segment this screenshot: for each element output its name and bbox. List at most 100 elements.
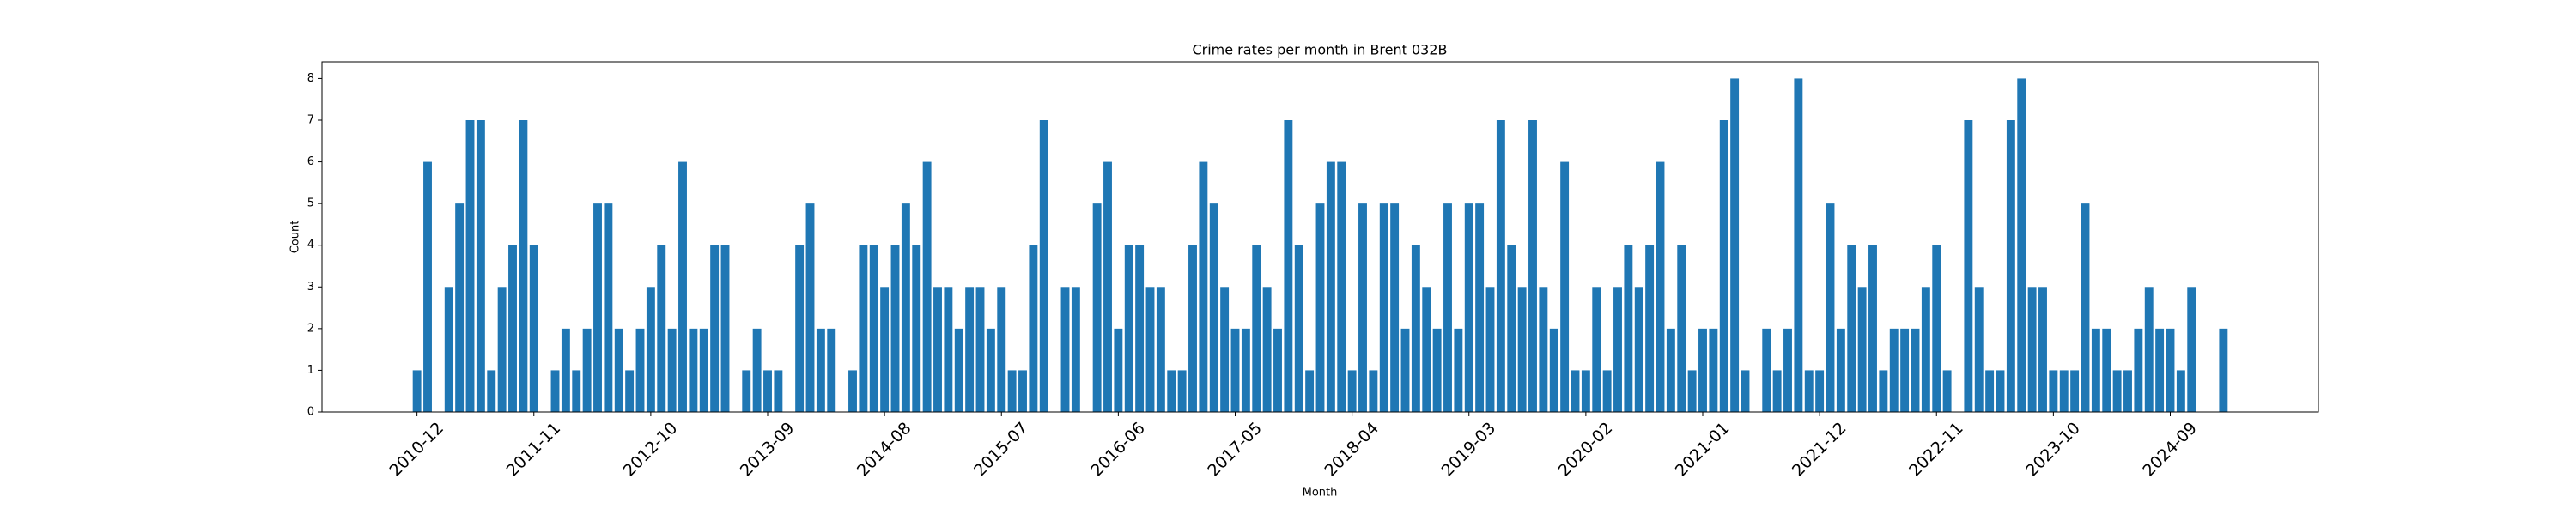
- bar: [550, 370, 560, 412]
- bar: [2176, 370, 2185, 412]
- bar: [1230, 328, 1240, 412]
- bar: [1677, 245, 1686, 412]
- bar: [1687, 370, 1697, 412]
- bar: [1602, 370, 1612, 412]
- x-tick-label: 2019-03: [1438, 419, 1500, 481]
- bar: [2166, 328, 2175, 412]
- bar: [625, 370, 635, 412]
- bar: [1029, 245, 1038, 412]
- bar: [752, 328, 762, 412]
- bar: [827, 328, 836, 412]
- bar: [1666, 328, 1675, 412]
- bar: [1400, 328, 1410, 412]
- bar: [1634, 287, 1643, 412]
- bar: [1613, 287, 1622, 412]
- bar: [1294, 245, 1303, 412]
- bar: [1167, 370, 1176, 412]
- bar: [1921, 287, 1930, 412]
- bar: [508, 245, 517, 412]
- bar: [497, 287, 507, 412]
- x-tick-label: 2021-01: [1672, 419, 1734, 481]
- y-tick-label: 6: [307, 155, 314, 168]
- bar: [1656, 161, 1665, 413]
- bar: [965, 287, 975, 412]
- x-tick-label: 2021-12: [1789, 419, 1850, 481]
- bar: [859, 245, 868, 412]
- bar: [1262, 287, 1272, 412]
- bar: [1709, 328, 1718, 412]
- bar: [412, 370, 422, 412]
- x-tick-label: 2012-10: [620, 419, 682, 481]
- bar: [1411, 245, 1420, 412]
- bar: [1549, 328, 1558, 412]
- bar: [1464, 203, 1473, 412]
- bar: [1326, 161, 1335, 413]
- bar: [848, 370, 857, 412]
- bar: [1199, 161, 1208, 413]
- bar: [1007, 370, 1017, 412]
- x-tick-label: 2011-11: [503, 419, 565, 481]
- bar: [635, 328, 645, 412]
- bar: [529, 245, 538, 412]
- bar: [2091, 328, 2100, 412]
- bar: [1571, 370, 1580, 412]
- bar: [1103, 161, 1112, 413]
- bar: [933, 287, 942, 412]
- bar: [476, 120, 485, 412]
- bar: [1252, 245, 1261, 412]
- x-tick-label: 2018-04: [1321, 419, 1382, 481]
- x-tick-label: 2017-05: [1204, 419, 1266, 481]
- bar: [1071, 287, 1080, 412]
- bar: [1475, 203, 1485, 412]
- bar: [1209, 203, 1218, 412]
- bar: [689, 328, 698, 412]
- bar: [2027, 287, 2037, 412]
- bar: [455, 203, 465, 412]
- bar: [710, 245, 720, 412]
- bar: [1485, 287, 1495, 412]
- bar: [1539, 287, 1548, 412]
- bar: [2049, 370, 2058, 412]
- bar: [1039, 120, 1048, 412]
- bar: [922, 161, 932, 413]
- bar: [1443, 203, 1452, 412]
- bar: [1496, 120, 1505, 412]
- bar: [1358, 203, 1367, 412]
- bar: [1528, 120, 1537, 412]
- bar: [975, 287, 985, 412]
- bar: [1964, 120, 1973, 412]
- bar: [678, 161, 687, 413]
- bar: [1581, 370, 1590, 412]
- bar: [444, 287, 453, 412]
- bar: [519, 120, 528, 412]
- bar: [816, 328, 825, 412]
- y-tick-label: 4: [307, 239, 314, 251]
- bar: [1836, 328, 1845, 412]
- x-tick-label: 2024-09: [2139, 419, 2201, 481]
- bar: [2134, 328, 2143, 412]
- y-tick-label: 1: [307, 364, 314, 377]
- bar: [2123, 370, 2132, 412]
- bar: [1815, 370, 1825, 412]
- bar: [465, 120, 475, 412]
- bar: [572, 370, 581, 412]
- y-tick-label: 0: [307, 406, 314, 419]
- bar: [1868, 245, 1877, 412]
- bar: [667, 328, 677, 412]
- bar: [2102, 328, 2111, 412]
- bar: [742, 370, 751, 412]
- bar: [646, 287, 655, 412]
- bar: [986, 328, 995, 412]
- bar: [774, 370, 783, 412]
- x-tick-label: 2014-08: [854, 419, 915, 481]
- y-tick-label: 5: [307, 197, 314, 210]
- bar: [614, 328, 623, 412]
- bar: [2017, 78, 2026, 412]
- bar: [1517, 287, 1527, 412]
- bar: [954, 328, 963, 412]
- bar: [1177, 370, 1187, 412]
- bar: [1369, 370, 1378, 412]
- chart-title: Crime rates per month in Brent 032B: [1192, 42, 1447, 58]
